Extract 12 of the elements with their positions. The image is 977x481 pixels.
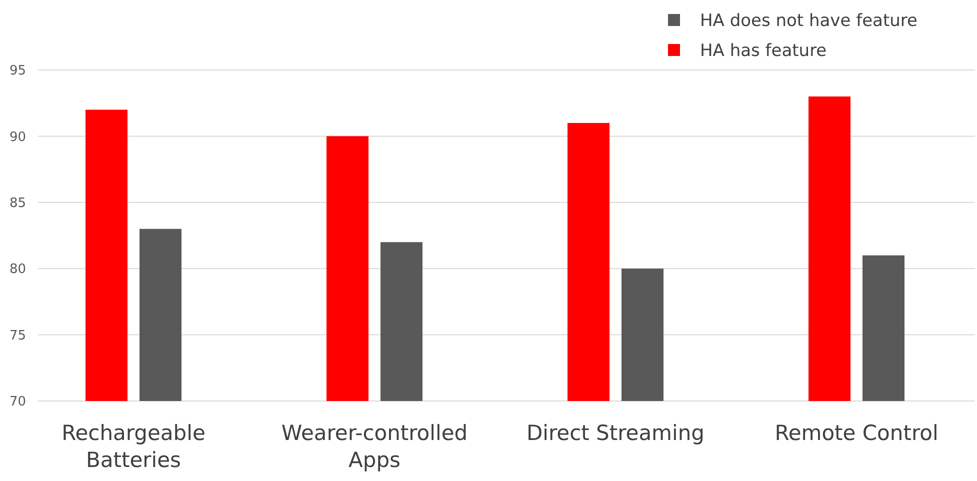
y-tick-label: 80	[9, 262, 26, 278]
legend-label: HA does not have feature	[700, 10, 918, 31]
y-tick-label: 75	[9, 328, 26, 344]
x-tick-label: Rechargeable Batteries	[62, 421, 206, 472]
y-tick-label: 95	[9, 64, 26, 79]
y-tick-label: 85	[9, 196, 26, 211]
x-tick-label: Remote Control	[774, 421, 938, 445]
x-tick-label: Wearer-controlled Apps	[281, 421, 468, 472]
legend-label: HA has feature	[700, 40, 827, 61]
y-tick-label: 90	[9, 130, 26, 145]
y-tick-label: 70	[9, 394, 26, 410]
x-tick-label: Direct Streaming	[526, 421, 705, 445]
